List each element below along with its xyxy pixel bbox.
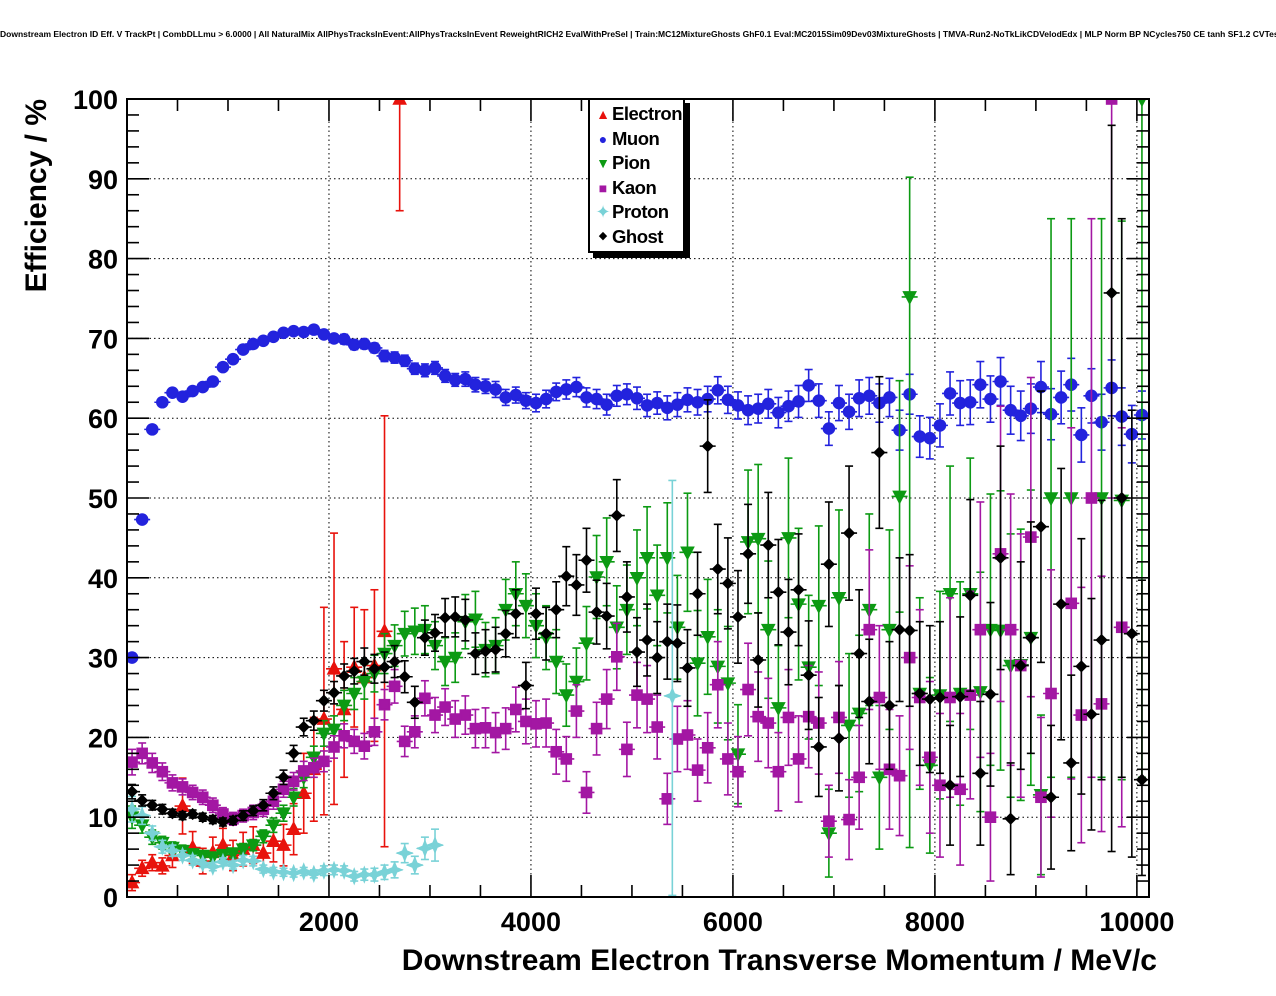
- legend-label: Muon: [612, 127, 660, 149]
- x-tick-labels: 2000 4000 6000 8000 10000: [299, 907, 1174, 937]
- svg-text:30: 30: [88, 644, 118, 674]
- star4-icon: ✦: [595, 202, 611, 223]
- legend-item-pion: ▼ Pion: [594, 151, 683, 176]
- svg-text:80: 80: [88, 245, 118, 275]
- y-axis-title: Efficiency / %: [20, 99, 53, 293]
- y-tick-labels: 0 10 20 30 40 50 60 70 80 90 100: [73, 85, 118, 913]
- legend-label: Electron: [612, 103, 683, 125]
- series-ghost: [127, 124, 1149, 877]
- svg-text:40: 40: [88, 564, 118, 594]
- svg-text:0: 0: [103, 883, 118, 913]
- legend-item-proton: ✦ Proton: [594, 200, 683, 225]
- legend-box: ▲ Electron ● Muon ▼ Pion ■ Kaon ✦ Proton ◆ Ghost: [588, 98, 685, 253]
- legend-label: Pion: [612, 152, 651, 174]
- svg-text:6000: 6000: [703, 907, 763, 937]
- series-layer: [127, 99, 1149, 897]
- legend-item-muon: ● Muon: [594, 127, 683, 152]
- x-axis-title: Downstream Electron Transverse Momentum …: [401, 944, 1157, 977]
- diamond-icon: ◆: [598, 230, 608, 243]
- square-icon: ■: [598, 179, 608, 196]
- svg-text:10000: 10000: [1099, 907, 1174, 937]
- legend-label: Proton: [612, 201, 669, 223]
- legend-label: Ghost: [612, 225, 663, 247]
- circle-icon: ●: [598, 130, 608, 147]
- legend-item-electron: ▲ Electron: [594, 102, 683, 127]
- gridlines: [127, 99, 1149, 897]
- svg-text:70: 70: [88, 324, 118, 354]
- triangle-down-icon: ▼: [596, 155, 610, 172]
- triangle-up-icon: ▲: [596, 106, 610, 123]
- svg-text:2000: 2000: [299, 907, 359, 937]
- svg-text:100: 100: [73, 85, 118, 115]
- svg-text:60: 60: [88, 404, 118, 434]
- svg-text:10: 10: [88, 803, 118, 833]
- axis-ticks: [127, 98, 1149, 898]
- svg-text:50: 50: [88, 484, 118, 514]
- svg-text:20: 20: [88, 723, 118, 753]
- legend-label: Kaon: [612, 176, 657, 198]
- svg-text:8000: 8000: [905, 907, 965, 937]
- plot-header-title: Downstream Electron ID Eff. V TrackPt | …: [0, 29, 1276, 39]
- legend-item-kaon: ■ Kaon: [594, 176, 683, 201]
- legend-item-ghost: ◆ Ghost: [594, 225, 683, 250]
- svg-text:4000: 4000: [501, 907, 561, 937]
- svg-text:90: 90: [88, 165, 118, 195]
